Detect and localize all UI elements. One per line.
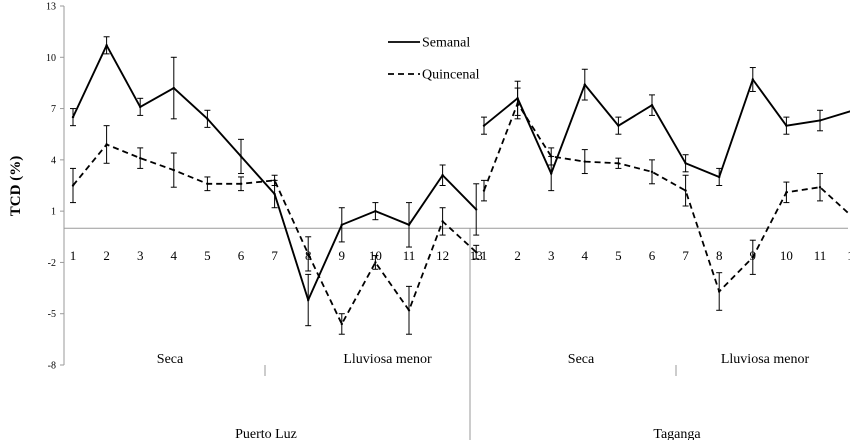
series-layer (70, 36, 850, 335)
y-tick-label: 10 (46, 53, 56, 64)
data-point (650, 170, 654, 174)
data-point (374, 261, 377, 264)
site-label: Taganga (653, 427, 701, 440)
x-tick-label: 1 (481, 248, 488, 263)
chart-frame (64, 227, 848, 440)
data-point (684, 189, 687, 192)
data-point (475, 250, 478, 254)
x-tick-label: 5 (204, 248, 211, 263)
data-point (550, 155, 553, 158)
y-tick-label: 13 (46, 2, 56, 13)
data-point (206, 182, 209, 185)
data-point (172, 168, 175, 172)
data-point (71, 115, 75, 119)
series-line-semanal (483, 77, 850, 179)
data-point (407, 309, 411, 312)
x-tick-label: 5 (615, 248, 622, 263)
group-labels: Seca Lluviosa menor Puerto Luz Seca Lluviosa… (157, 352, 810, 440)
x-tick-label: 12 (436, 248, 449, 263)
data-point (475, 208, 478, 211)
season-label: Lluviosa menor (721, 352, 810, 367)
data-point (172, 86, 175, 90)
data-point (650, 103, 654, 107)
data-point (441, 174, 444, 177)
x-tick-label: 7 (271, 248, 278, 263)
data-point (583, 83, 586, 86)
data-point (617, 124, 620, 127)
data-point (273, 192, 276, 196)
x-tick-label: 7 (682, 248, 689, 263)
data-point (785, 191, 788, 194)
data-point (482, 189, 486, 192)
data-point (751, 78, 754, 81)
data-point (718, 175, 721, 179)
data-point (307, 298, 310, 302)
data-point (374, 209, 377, 213)
season-label: Seca (568, 352, 595, 367)
data-point (718, 290, 721, 293)
data-point (818, 119, 822, 122)
season-label: Lluviosa menor (343, 352, 432, 367)
y-tick-label: -5 (48, 309, 56, 320)
data-point (818, 186, 822, 189)
x-tick-label: 1 (70, 248, 77, 263)
data-point (206, 117, 209, 121)
data-point (785, 124, 788, 127)
x-tick-label: 4 (171, 248, 178, 263)
data-point (407, 223, 411, 227)
data-point (684, 162, 687, 165)
data-point (105, 143, 108, 146)
x-tick-labels: 1234567891011121312345678910111213 (70, 248, 850, 263)
x-tick-label: 12 (847, 248, 850, 263)
x-tick-label: 3 (137, 248, 144, 263)
data-point (751, 256, 754, 259)
data-point (71, 184, 75, 187)
data-point (139, 156, 142, 160)
y-tick-label: -8 (48, 361, 56, 372)
data-point (583, 160, 586, 163)
x-tick-label: 4 (582, 248, 589, 263)
data-point (441, 220, 444, 223)
data-point (105, 44, 108, 47)
x-tick-label: 2 (514, 248, 521, 263)
data-point (239, 182, 243, 185)
x-tick-label: 11 (403, 248, 416, 263)
data-point (340, 322, 343, 326)
data-point (239, 155, 243, 158)
data-point (307, 252, 310, 256)
data-point (516, 102, 519, 105)
legend-label: Semanal (422, 36, 470, 51)
x-tick-label: 9 (339, 248, 346, 263)
data-point (617, 162, 620, 165)
y-tick-label: -2 (48, 258, 56, 269)
x-tick-label: 6 (238, 248, 245, 263)
x-tick-label: 6 (649, 248, 656, 263)
x-tick-label: 11 (814, 248, 827, 263)
legend-label: Quincenal (422, 68, 480, 83)
x-tick-label: 8 (716, 248, 723, 263)
data-point (139, 105, 142, 109)
y-tick-label: 1 (51, 207, 56, 218)
season-label: Seca (157, 352, 184, 367)
y-tick-label: 7 (51, 104, 56, 115)
data-point (482, 124, 486, 127)
x-tick-label: 10 (780, 248, 793, 263)
data-point (273, 179, 276, 182)
x-tick-label: 2 (103, 248, 110, 263)
data-point (550, 172, 553, 175)
legend: Semanal Quincenal (388, 36, 480, 83)
series-line-quincenal (72, 143, 477, 326)
data-point (340, 223, 343, 227)
y-tick-label: 4 (51, 155, 56, 166)
x-tick-label: 3 (548, 248, 555, 263)
y-axis-label: TCD (%) (8, 156, 24, 216)
y-axis: -8 -5 -2 1 4 7 10 13 (46, 2, 65, 372)
site-label: Puerto Luz (235, 427, 297, 440)
